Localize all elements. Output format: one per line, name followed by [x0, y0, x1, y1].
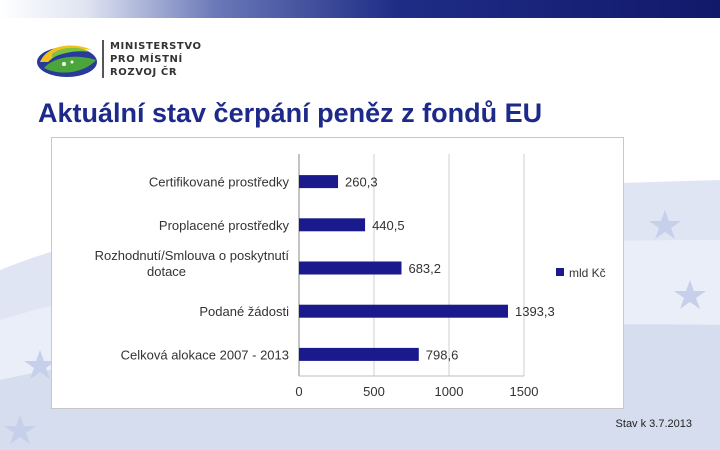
ministry-line-3: ROZVOJ ČR: [110, 67, 178, 78]
bar-1: [299, 218, 366, 232]
ministry-name: MINISTERSTVO PRO MÍSTNÍ ROZVOJ ČR: [110, 40, 202, 79]
data-label-4: 798,6: [426, 347, 459, 362]
footer-note: Stav k 3.7.2013: [615, 418, 692, 430]
x-tick-label-1: 500: [363, 384, 385, 399]
page-title: Aktuální stav čerpání peněz z fondů EU: [38, 98, 543, 128]
data-label-2: 683,2: [408, 261, 441, 276]
ministry-line-2: PRO MÍSTNÍ: [110, 54, 183, 65]
category-label-4: Celková alokace 2007 - 2013: [121, 347, 289, 362]
category-label-1: Proplacené prostředky: [159, 218, 290, 233]
data-label-3: 1393,3: [515, 304, 555, 319]
ministry-line-1: MINISTERSTVO: [110, 41, 202, 52]
category-label-2-line-0: Rozhodnutí/Smlouva o poskytnutí: [95, 248, 290, 263]
logo-separator: [102, 40, 104, 78]
category-label-0: Certifikované prostředky: [149, 175, 290, 190]
chart-frame: 0 500 1000 1500 260,3 Certifikované prostředk…: [51, 137, 624, 409]
logo-emblem-icon: [37, 45, 97, 77]
x-tick-label-3: 1500: [510, 384, 539, 399]
bar-0: [299, 175, 339, 189]
x-tick-label-2: 1000: [435, 384, 464, 399]
bar-2: [299, 261, 402, 275]
data-label-0: 260,3: [345, 175, 378, 190]
bar-chart: 0 500 1000 1500 260,3 Certifikované prostředk…: [95, 154, 606, 399]
data-label-1: 440,5: [372, 218, 405, 233]
bar-3: [299, 304, 508, 318]
x-tick-label-0: 0: [295, 384, 302, 399]
category-label-3: Podané žádosti: [199, 304, 289, 319]
bar-4: [299, 347, 419, 361]
legend-label: mld Kč: [569, 266, 606, 280]
legend-swatch: [556, 268, 564, 276]
ministry-logo: [34, 38, 214, 82]
top-stripe: [0, 0, 720, 18]
category-label-2-line-1: dotace: [147, 264, 186, 279]
